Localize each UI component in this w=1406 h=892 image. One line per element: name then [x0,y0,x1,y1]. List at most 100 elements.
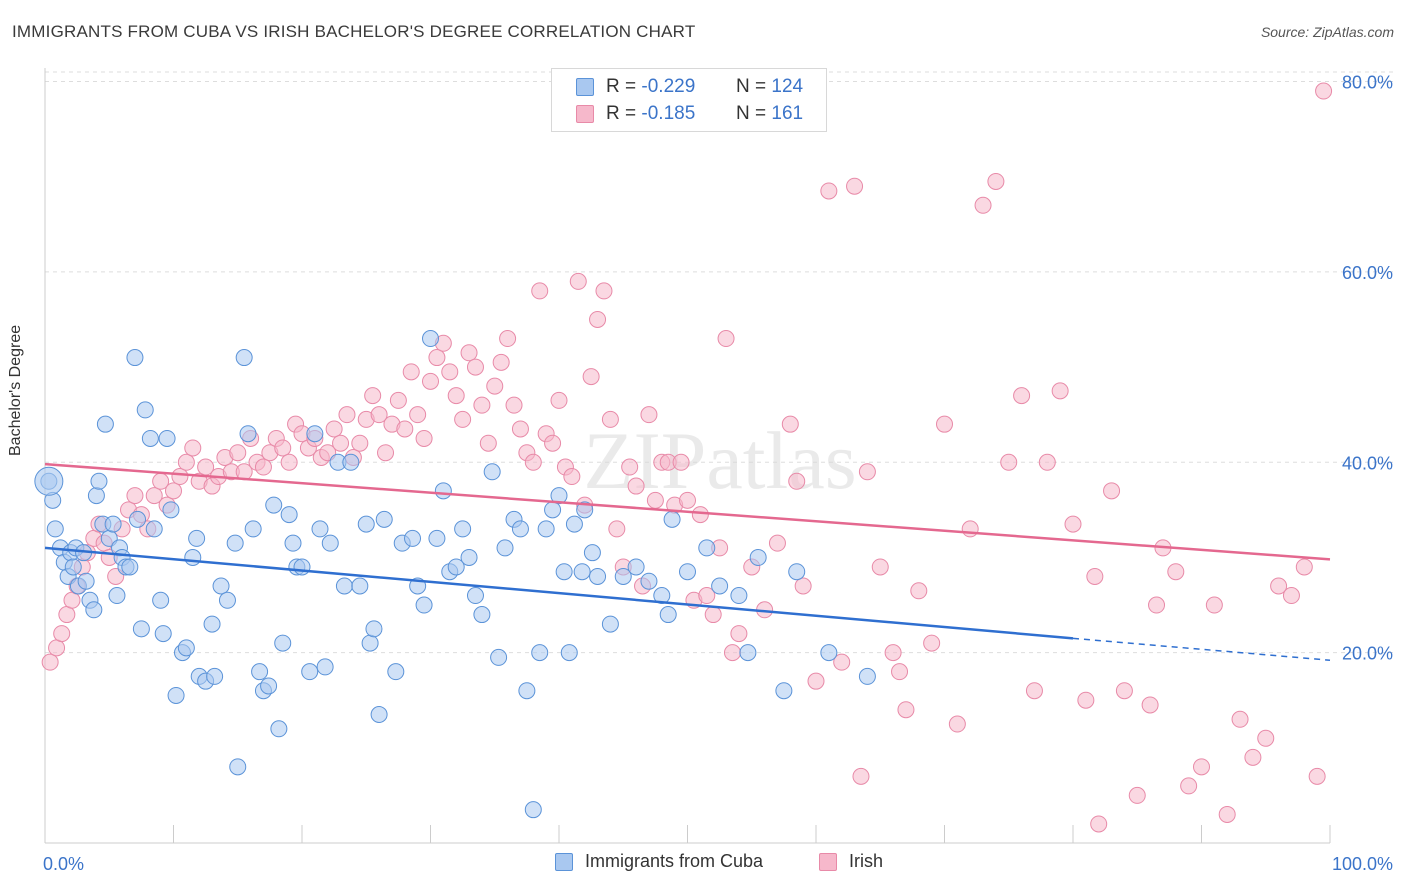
point-irish [126,487,144,505]
point-cuba [614,567,632,585]
point-cuba [415,596,433,614]
point-irish [466,358,484,376]
point-irish [1315,82,1333,100]
point-irish [646,491,664,509]
point-cuba [96,415,114,433]
legend-swatch-blue [576,78,594,96]
point-cuba [311,520,329,538]
point-irish [422,372,439,390]
point-irish [627,477,645,495]
point-cuba [270,720,288,738]
point-cuba [422,330,439,348]
point-irish [1025,682,1043,700]
point-irish [961,520,979,538]
correlation-legend: R = -0.229 N = 124 R = -0.185 N = 161 [551,68,827,132]
point-cuba [576,501,594,519]
point-cuba [627,558,645,576]
n-value: 124 [771,76,804,97]
point-cuba [260,677,278,695]
point-cuba [280,506,298,524]
point-cuba [129,510,147,528]
point-irish [473,396,491,414]
point-cuba [555,563,573,581]
point-cuba [306,425,324,443]
point-cuba [162,501,180,519]
legend-item-cuba[interactable]: Immigrants from Cuba [555,851,763,872]
point-irish [1270,577,1288,595]
point-cuba [698,539,716,557]
point-irish [563,468,581,486]
point-cuba [77,572,95,590]
point-cuba [858,667,876,685]
point-cuba [293,558,311,576]
point-cuba [375,510,393,528]
point-cuba [659,606,677,624]
y-tick-label: 60.0% [1342,263,1393,283]
point-irish [486,377,504,395]
point-cuba [749,548,767,566]
point-cuba [64,558,82,576]
point-irish [1000,453,1018,471]
point-irish [1077,691,1095,709]
trend-line-cuba-extrapolated [1072,637,1331,661]
point-irish [351,434,369,452]
point-irish [987,172,1005,190]
point-cuba [454,520,472,538]
point-irish [704,606,722,624]
point-cuba [235,349,253,367]
point-cuba [531,644,549,662]
point-irish [544,434,562,452]
point-irish [1308,767,1326,785]
point-cuba [265,496,283,514]
point-irish [858,463,876,481]
n-label: N = [736,76,767,97]
point-irish [1103,482,1121,500]
point-cuba [730,587,748,605]
point-cuba [141,429,159,447]
point-cuba [104,515,122,533]
point-irish [63,591,81,609]
x-tick-label: 0.0% [43,854,84,874]
point-irish [601,410,619,428]
point-irish [460,344,478,362]
point-irish [781,415,799,433]
point-irish [415,429,433,447]
point-irish [589,310,607,328]
point-irish [595,282,613,300]
point-irish [377,444,395,462]
point-irish [396,420,414,438]
point-cuba [357,515,375,533]
point-irish [165,482,182,500]
r-label: R = [606,76,637,97]
point-cuba [490,648,508,666]
point-irish [280,453,298,471]
point-cuba [387,663,405,681]
point-irish [948,715,966,733]
point-irish [454,410,472,428]
point-cuba [244,520,262,538]
data-points [34,82,1333,833]
point-cuba [46,520,64,538]
point-irish [788,472,806,490]
point-irish [974,196,992,214]
point-irish [1128,786,1146,804]
point-irish [691,506,709,524]
point-cuba [601,615,619,633]
point-cuba [473,606,491,624]
point-irish [1013,387,1031,405]
point-cuba [460,548,478,566]
point-cuba [212,577,230,595]
point-irish [409,406,427,424]
point-irish [884,644,902,662]
point-irish [723,644,741,662]
point-cuba [404,529,422,547]
legend-label-cuba: Immigrants from Cuba [585,851,764,871]
point-irish [254,458,272,476]
point-cuba [34,466,64,496]
point-irish [1231,710,1249,728]
point-irish [897,701,915,719]
point-cuba [466,587,484,605]
x-tick-label: 100.0% [1332,854,1393,874]
legend-item-irish[interactable]: Irish [819,851,883,872]
point-cuba [121,558,139,576]
